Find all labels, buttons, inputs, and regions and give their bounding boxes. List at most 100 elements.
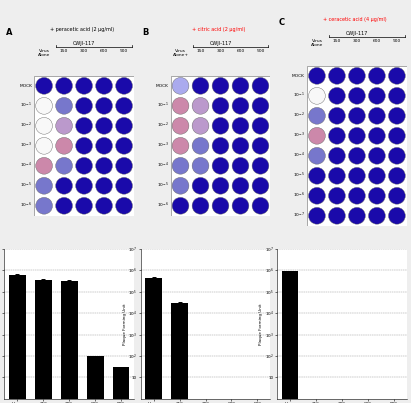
Circle shape xyxy=(212,177,229,194)
Circle shape xyxy=(369,87,385,104)
Circle shape xyxy=(232,158,249,174)
Text: $10^{-6}$: $10^{-6}$ xyxy=(20,201,32,210)
Circle shape xyxy=(309,87,326,104)
Circle shape xyxy=(232,77,249,94)
Circle shape xyxy=(388,208,405,224)
Circle shape xyxy=(36,98,53,114)
Circle shape xyxy=(55,98,72,114)
Circle shape xyxy=(172,177,189,194)
Circle shape xyxy=(309,187,326,204)
Circle shape xyxy=(212,77,229,94)
Circle shape xyxy=(212,158,229,174)
Text: $10^{-2}$: $10^{-2}$ xyxy=(293,111,305,120)
Circle shape xyxy=(388,147,405,164)
Circle shape xyxy=(96,77,113,94)
Text: $10^{-2}$: $10^{-2}$ xyxy=(157,121,169,131)
Circle shape xyxy=(36,177,53,194)
Circle shape xyxy=(328,108,345,124)
Text: + ceracetic acid (4 μg/ml): + ceracetic acid (4 μg/ml) xyxy=(323,17,387,22)
Text: $10^{-4}$: $10^{-4}$ xyxy=(157,161,169,170)
Bar xyxy=(9,275,25,403)
Circle shape xyxy=(76,117,92,134)
Text: 300: 300 xyxy=(353,39,361,43)
Circle shape xyxy=(192,98,209,114)
Circle shape xyxy=(369,127,385,144)
Circle shape xyxy=(55,117,72,134)
Text: $10^{-1}$: $10^{-1}$ xyxy=(293,91,305,100)
Text: Virus
Alone+: Virus Alone+ xyxy=(173,49,189,58)
Bar xyxy=(34,76,134,216)
Text: CWJI-117: CWJI-117 xyxy=(346,31,368,36)
Text: + peracetic acid (2 μg/ml): + peracetic acid (2 μg/ml) xyxy=(50,27,114,32)
Circle shape xyxy=(172,98,189,114)
Circle shape xyxy=(96,197,113,214)
Circle shape xyxy=(309,167,326,184)
Text: 300: 300 xyxy=(80,49,88,53)
Circle shape xyxy=(349,87,365,104)
Circle shape xyxy=(172,197,189,214)
Circle shape xyxy=(212,137,229,154)
Circle shape xyxy=(388,127,405,144)
Circle shape xyxy=(369,108,385,124)
Text: 900: 900 xyxy=(393,39,401,43)
Circle shape xyxy=(349,167,365,184)
Circle shape xyxy=(232,197,249,214)
Circle shape xyxy=(172,77,189,94)
Text: 900: 900 xyxy=(120,49,128,53)
Circle shape xyxy=(309,108,326,124)
Text: $10^{-7}$: $10^{-7}$ xyxy=(293,211,305,220)
Circle shape xyxy=(388,108,405,124)
Circle shape xyxy=(115,117,132,134)
Bar xyxy=(87,356,104,403)
Text: Virus
Alone: Virus Alone xyxy=(311,39,323,48)
Circle shape xyxy=(328,208,345,224)
Circle shape xyxy=(76,98,92,114)
Circle shape xyxy=(96,177,113,194)
Circle shape xyxy=(115,197,132,214)
Circle shape xyxy=(76,77,92,94)
Circle shape xyxy=(212,98,229,114)
Text: $10^{-1}$: $10^{-1}$ xyxy=(157,101,169,110)
Text: MOCK: MOCK xyxy=(292,74,305,78)
Y-axis label: Plaque Forming Unit: Plaque Forming Unit xyxy=(123,303,127,345)
Text: $10^{-4}$: $10^{-4}$ xyxy=(293,151,305,160)
Circle shape xyxy=(349,147,365,164)
Circle shape xyxy=(349,108,365,124)
Circle shape xyxy=(328,87,345,104)
Text: B: B xyxy=(143,28,149,37)
Text: $10^{-5}$: $10^{-5}$ xyxy=(293,171,305,181)
Text: CWJI-117: CWJI-117 xyxy=(73,41,95,46)
Circle shape xyxy=(115,77,132,94)
Text: $10^{-3}$: $10^{-3}$ xyxy=(157,141,169,150)
Circle shape xyxy=(96,158,113,174)
Circle shape xyxy=(76,158,92,174)
Circle shape xyxy=(55,137,72,154)
Circle shape xyxy=(349,187,365,204)
Circle shape xyxy=(192,158,209,174)
Text: MOCK: MOCK xyxy=(156,84,169,88)
Circle shape xyxy=(55,158,72,174)
Circle shape xyxy=(36,137,53,154)
Text: + citric acid (2 μg/ml): + citric acid (2 μg/ml) xyxy=(192,27,245,32)
Circle shape xyxy=(309,147,326,164)
Text: 300: 300 xyxy=(216,49,225,53)
Circle shape xyxy=(55,197,72,214)
Circle shape xyxy=(369,167,385,184)
Circle shape xyxy=(76,177,92,194)
Bar xyxy=(145,278,162,403)
Circle shape xyxy=(55,77,72,94)
Circle shape xyxy=(252,197,269,214)
Circle shape xyxy=(328,147,345,164)
Circle shape xyxy=(252,177,269,194)
Circle shape xyxy=(232,137,249,154)
Circle shape xyxy=(192,77,209,94)
Circle shape xyxy=(369,187,385,204)
Circle shape xyxy=(115,98,132,114)
Text: 150: 150 xyxy=(333,39,341,43)
Circle shape xyxy=(369,67,385,84)
Circle shape xyxy=(388,67,405,84)
Text: $10^{-5}$: $10^{-5}$ xyxy=(20,181,32,191)
Circle shape xyxy=(232,117,249,134)
Circle shape xyxy=(115,158,132,174)
Circle shape xyxy=(36,117,53,134)
